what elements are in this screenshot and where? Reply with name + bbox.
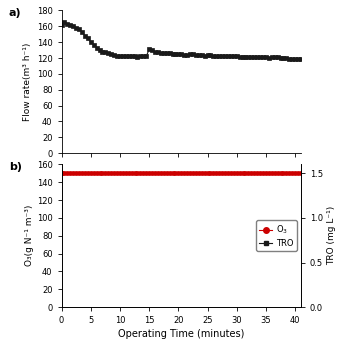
Y-axis label: Flow rate(m³ h⁻¹): Flow rate(m³ h⁻¹): [24, 43, 32, 121]
Y-axis label: TRO (mg L⁻¹): TRO (mg L⁻¹): [327, 206, 336, 266]
Legend: O$_3$, TRO: O$_3$, TRO: [256, 221, 297, 251]
Y-axis label: O₃(g N⁻¹ m⁻³): O₃(g N⁻¹ m⁻³): [25, 205, 34, 267]
X-axis label: Operating Time (minutes): Operating Time (minutes): [118, 329, 245, 339]
Text: b): b): [9, 162, 22, 172]
Text: a): a): [9, 8, 22, 17]
